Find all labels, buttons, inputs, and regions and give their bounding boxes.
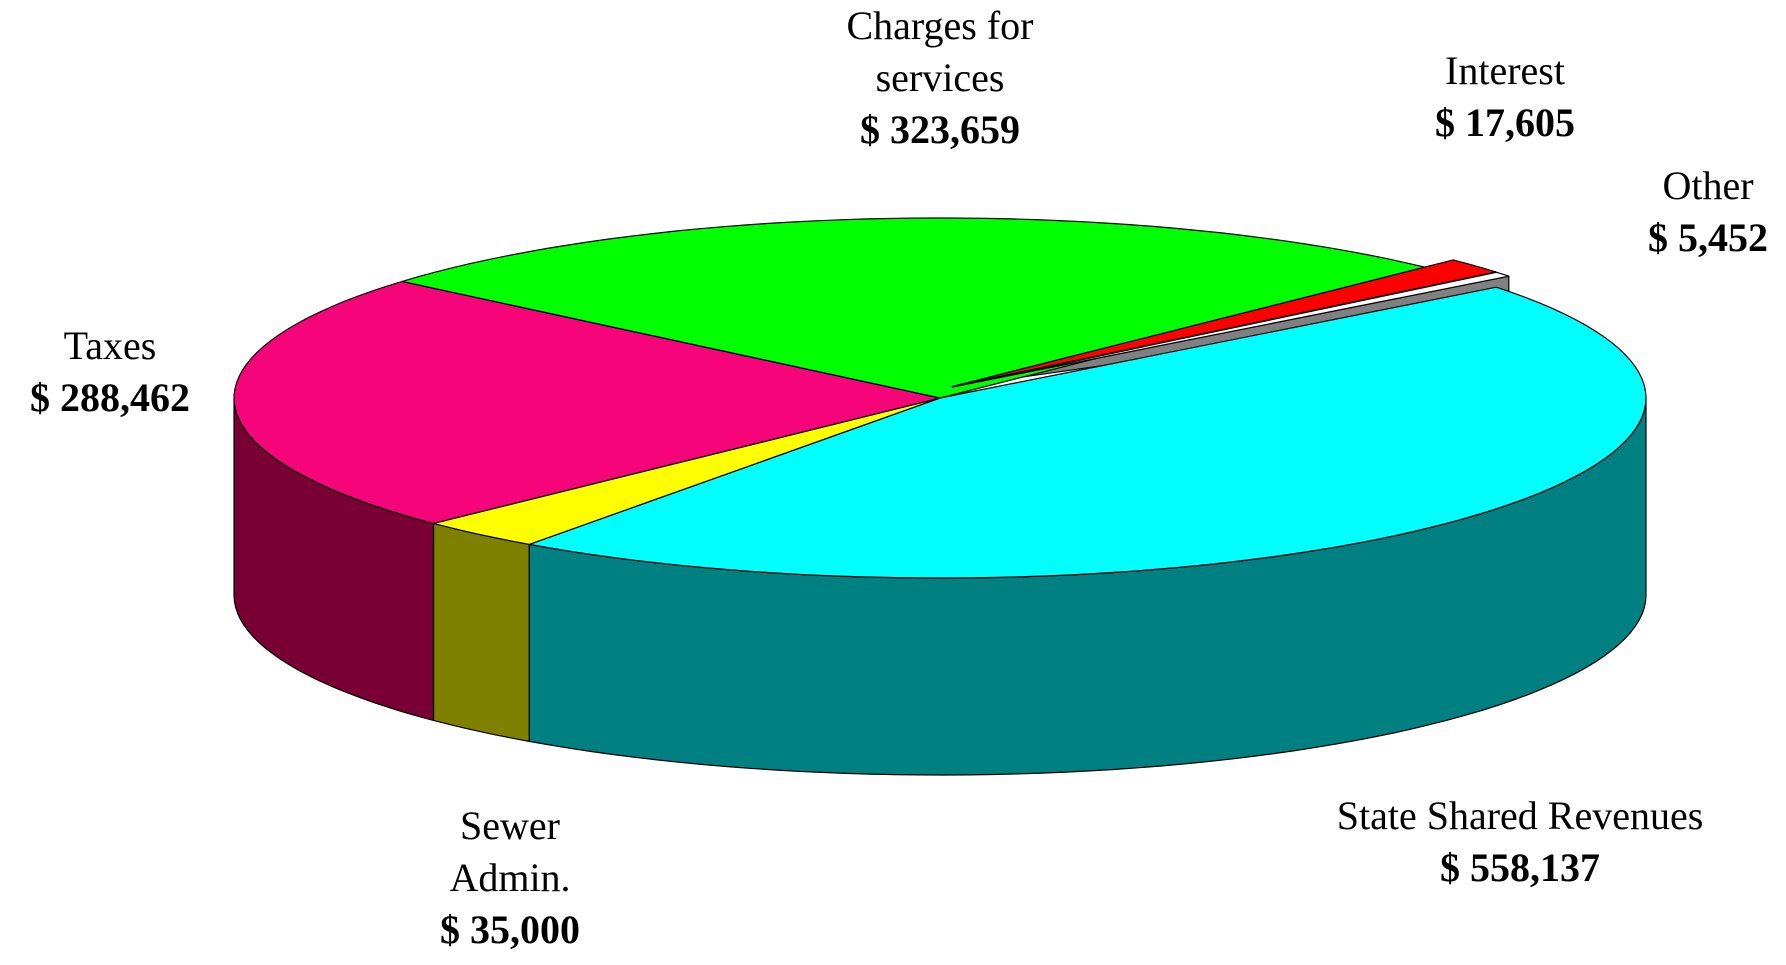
- slice-top: [951, 271, 1510, 388]
- slice-label: Taxes $ 288,462: [0, 320, 340, 424]
- slice-side: [432, 522, 530, 742]
- category-name: Taxes: [63, 323, 157, 368]
- slice-top: [432, 397, 941, 545]
- slice-top: [401, 217, 1442, 399]
- category-name: Interest: [1445, 48, 1565, 93]
- slice-label: Sewer Admin. $ 35,000: [410, 800, 610, 956]
- value-label: $ 558,137: [1440, 845, 1600, 890]
- slice-top: [233, 280, 941, 524]
- value-label: $ 5,452: [1648, 215, 1768, 260]
- value-label: $ 35,000: [440, 907, 580, 952]
- slice-label: Other $ 5,452: [1608, 160, 1786, 264]
- category-name: State Shared Revenues: [1336, 793, 1704, 838]
- value-label: $ 323,659: [860, 107, 1020, 152]
- category-name: Sewer Admin.: [449, 803, 571, 900]
- slice-label: Charges for services $ 323,659: [790, 0, 1090, 156]
- slice-top: [528, 286, 1647, 579]
- value-label: $ 17,605: [1435, 100, 1575, 145]
- category-name: Charges for services: [846, 3, 1034, 100]
- value-label: $ 288,462: [30, 375, 190, 420]
- slice-label: State Shared Revenues $ 558,137: [1290, 790, 1750, 894]
- slice-label: Interest $ 17,605: [1275, 45, 1735, 149]
- category-name: Other: [1662, 163, 1754, 208]
